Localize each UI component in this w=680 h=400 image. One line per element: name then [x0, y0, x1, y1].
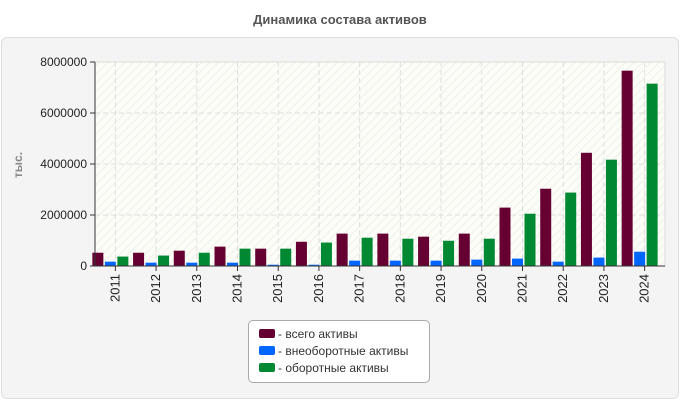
bar-2019-2	[443, 240, 455, 266]
bar-2024-1	[634, 251, 646, 266]
x-tick-label: 2014	[230, 274, 245, 303]
bar-2024-2	[646, 83, 658, 266]
bar-2016-2	[320, 242, 332, 266]
bar-2017-0	[336, 233, 348, 266]
bar-2011-0	[92, 252, 104, 266]
bar-2022-1	[552, 261, 564, 266]
bar-2011-2	[117, 256, 129, 266]
bar-2021-1	[512, 258, 523, 266]
bar-2017-2	[361, 237, 373, 266]
x-tick-label: 2018	[392, 274, 407, 303]
y-tick-label: 6000000	[40, 106, 87, 120]
chart-title: Динамика состава активов	[253, 12, 427, 27]
bar-2011-1	[104, 261, 116, 266]
x-tick-label: 2011	[107, 274, 122, 302]
bar-2016-1	[308, 264, 320, 266]
bar-2014-0	[214, 246, 226, 266]
bar-2022-0	[540, 188, 552, 266]
bar-2013-0	[173, 250, 185, 266]
x-tick-label: 2023	[596, 274, 611, 303]
bar-2016-0	[295, 241, 307, 266]
bar-2012-0	[133, 252, 145, 266]
bar-2014-2	[239, 248, 251, 266]
bar-2012-2	[158, 255, 170, 266]
x-tick-label: 2020	[474, 274, 489, 303]
x-tick-label: 2015	[270, 274, 285, 303]
bar-2018-2	[402, 238, 414, 266]
bar-2024-0	[621, 70, 633, 266]
y-tick-label: 4000000	[40, 157, 87, 171]
bar-2023-0	[580, 152, 592, 266]
legend-label: - всего активы	[278, 326, 358, 341]
legend-swatch	[259, 346, 275, 355]
x-tick-label: 2016	[311, 274, 326, 303]
legend-item: - внеоборотные активы	[259, 342, 429, 359]
bar-2020-2	[483, 238, 495, 266]
legend-item: - всего активы	[259, 325, 429, 342]
bar-2019-0	[418, 236, 430, 266]
x-tick-label: 2019	[433, 274, 448, 303]
bar-2022-2	[565, 192, 577, 266]
x-tick-label: 2013	[189, 274, 204, 303]
legend-item: - оборотные активы	[259, 359, 429, 376]
bar-2015-2	[280, 248, 292, 266]
bar-2020-1	[471, 259, 483, 266]
y-tick-label: 0	[80, 259, 87, 273]
legend: - всего активы - внеоборотные активы - обо…	[248, 320, 430, 383]
bar-2013-1	[186, 262, 198, 266]
y-tick-label: 8000000	[40, 55, 87, 69]
bar-2017-1	[349, 260, 361, 266]
x-tick-label: 2017	[352, 274, 367, 303]
bar-2019-1	[430, 260, 442, 266]
legend-swatch	[259, 363, 275, 372]
y-axis-label: тыс.	[11, 152, 25, 178]
bar-2014-1	[227, 262, 238, 266]
bar-2021-2	[524, 213, 536, 266]
bar-2015-1	[267, 264, 279, 266]
bar-2021-0	[499, 207, 511, 266]
bar-2023-2	[605, 159, 617, 266]
bar-2013-2	[198, 252, 210, 266]
bar-2015-0	[255, 248, 267, 266]
bar-2012-1	[145, 262, 157, 266]
bar-2020-0	[458, 233, 470, 266]
x-tick-label: 2021	[515, 274, 530, 303]
bar-2018-0	[377, 233, 389, 266]
legend-label: - оборотные активы	[278, 360, 389, 375]
x-tick-label: 2022	[555, 274, 570, 303]
y-tick-label: 2000000	[40, 208, 87, 222]
x-tick-label: 2012	[148, 274, 163, 303]
legend-label: - внеоборотные активы	[278, 343, 409, 358]
bar-2018-1	[389, 260, 401, 266]
legend-swatch	[259, 329, 275, 338]
bar-2023-1	[593, 257, 605, 266]
x-tick-label: 2024	[637, 274, 652, 303]
